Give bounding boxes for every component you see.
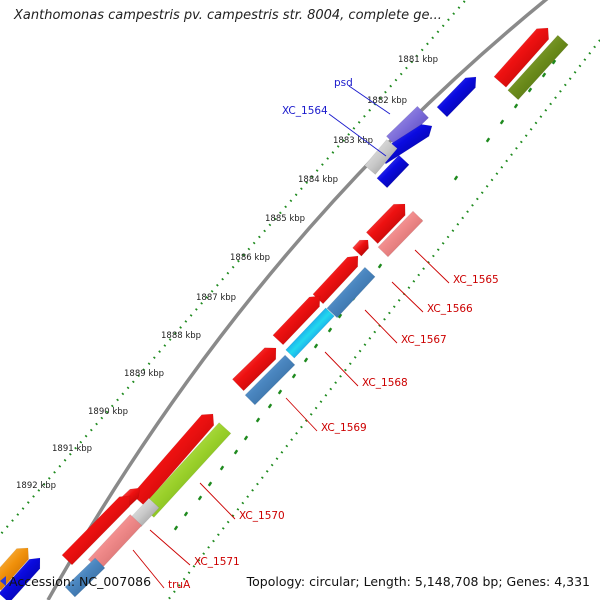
gene-label[interactable]: XC_1570: [239, 510, 285, 522]
gene-callout-line: [149, 529, 191, 566]
scale-tick-mark: [183, 511, 189, 517]
scale-tick-mark: [255, 417, 261, 423]
gene-label[interactable]: XC_1567: [401, 334, 447, 346]
gene-feature-red[interactable]: [352, 239, 369, 257]
scale-tick-label: 1889 kbp: [124, 369, 164, 379]
scale-tick-label: 1885 kbp: [265, 214, 305, 224]
gene-feature-red[interactable]: [493, 27, 550, 88]
gene-label[interactable]: XC_1571: [194, 556, 240, 568]
gene-callout-line: [324, 351, 359, 387]
scale-tick-mark: [277, 389, 283, 395]
gene-feature-olive[interactable]: [507, 34, 569, 101]
scale-tick-label: 1890 kbp: [88, 407, 128, 417]
scale-tick-mark: [243, 435, 249, 441]
scale-tick-label: 1888 kbp: [161, 331, 201, 341]
scale-tick-label: 1891 kbp: [52, 444, 92, 454]
accession-text: Accession: NC_007086: [9, 574, 152, 589]
gene-feature-xc1567-steel[interactable]: [326, 266, 376, 319]
gene-label[interactable]: XC_1568: [362, 377, 408, 389]
gene-label[interactable]: XC_1564: [282, 105, 328, 117]
gene-callout-line: [391, 281, 424, 313]
scale-tick-label: 1884 kbp: [298, 175, 338, 185]
scale-tick-mark: [337, 313, 343, 319]
scale-tick-label: 1887 kbp: [196, 293, 236, 303]
scale-tick-label: 1882 kbp: [367, 96, 407, 106]
gene-feature-blue[interactable]: [0, 557, 41, 600]
gene-feature-orange[interactable]: [0, 547, 29, 591]
scroll-left-arrow-icon[interactable]: [0, 576, 6, 586]
scale-tick-label: 1883 kbp: [333, 136, 373, 146]
gene-feature-red[interactable]: [231, 347, 277, 392]
scale-tick-mark: [453, 175, 459, 181]
map-footer: Accession: NC_007086 Topology: circular;…: [0, 570, 600, 594]
gene-feature-truA-steel[interactable]: [64, 557, 106, 598]
scale-tick-mark: [513, 103, 519, 109]
scale-tick-mark: [291, 373, 297, 379]
scale-tick-mark: [485, 137, 491, 143]
scale-tick-mark: [267, 403, 273, 409]
scale-tick-mark: [207, 481, 213, 487]
gene-callout-line: [364, 309, 398, 344]
gene-feature-red[interactable]: [365, 203, 406, 245]
gene-feature-red[interactable]: [272, 295, 321, 346]
gene-feature-xc1565-pink[interactable]: [377, 210, 424, 258]
genome-backbone-line: [46, 0, 549, 600]
scale-tick-label: 1881 kbp: [398, 55, 438, 65]
scale-tick-mark: [313, 343, 319, 349]
gene-feature-red[interactable]: [61, 495, 131, 566]
gene-label[interactable]: psd: [334, 77, 353, 89]
scale-tick-label: 1886 kbp: [230, 253, 270, 263]
gene-feature-xc1570-red[interactable]: [131, 413, 215, 506]
topology-text: Topology: circular; Length: 5,148,708 bp…: [246, 574, 590, 589]
gene-callout-line: [348, 85, 391, 115]
scale-tick-mark: [327, 327, 333, 333]
gene-callout-line: [132, 549, 165, 589]
gene-callout-line: [328, 113, 387, 157]
scale-tick-mark: [527, 87, 533, 93]
scale-tick-label: 1892 kbp: [16, 481, 56, 491]
gene-feature-xc1566-red[interactable]: [312, 255, 359, 305]
scale-tick-mark: [219, 465, 225, 471]
gene-callout-line: [199, 482, 236, 520]
gene-label[interactable]: XC_1569: [321, 422, 367, 434]
scale-tick-mark: [197, 495, 203, 501]
scale-tick-mark: [173, 525, 179, 531]
outer-scale-dots: [0, 0, 468, 536]
scale-tick-mark: [233, 449, 239, 455]
gene-label[interactable]: truA: [168, 579, 191, 591]
gene-callout-line: [414, 249, 450, 284]
gene-feature-gray[interactable]: [364, 139, 398, 175]
gene-feature-xc1564-blue[interactable]: [376, 154, 410, 189]
scale-tick-mark: [551, 59, 557, 65]
gene-label[interactable]: XC_1566: [427, 303, 473, 315]
gene-feature-blue[interactable]: [436, 76, 477, 118]
gene-callout-line: [285, 397, 318, 432]
gene-feature-cyan[interactable]: [285, 307, 335, 359]
scale-tick-mark: [303, 357, 309, 363]
gene-label[interactable]: XC_1565: [453, 274, 499, 286]
map-title: Xanthomonas campestris pv. campestris st…: [14, 8, 442, 23]
scale-tick-mark: [541, 72, 547, 78]
gene-feature-xc1569-steel[interactable]: [244, 354, 296, 406]
scale-tick-mark: [499, 119, 505, 125]
scale-tick-mark: [377, 263, 383, 269]
